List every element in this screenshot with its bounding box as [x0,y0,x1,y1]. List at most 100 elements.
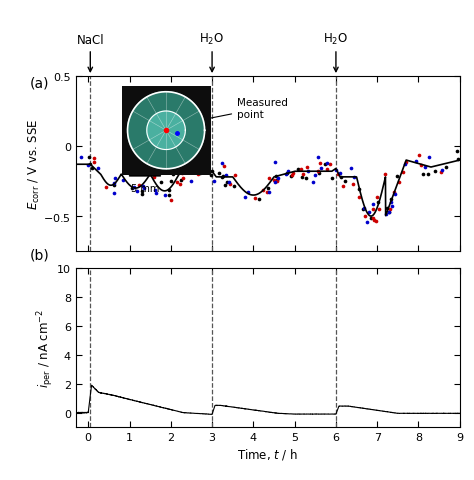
Point [167,178,174,185]
Point [369,201,377,208]
Point [102,184,109,192]
Point [382,171,389,179]
Point [136,182,143,190]
Point [265,174,273,182]
Point [88,165,96,173]
Point [208,171,215,179]
Point [222,172,229,180]
Point [332,167,340,174]
Point [120,165,128,172]
Point [314,154,322,161]
X-axis label: Time, $t$ / h: Time, $t$ / h [237,446,298,461]
Point [304,168,312,176]
Point [225,179,233,186]
Point [162,192,169,199]
Point [178,169,186,177]
Point [221,182,228,190]
Point [218,159,226,167]
Point [365,208,373,216]
Point [438,167,446,175]
Point [218,174,226,182]
Point [205,169,213,177]
Point [180,174,187,182]
Point [270,177,278,184]
Point [150,174,157,181]
Point [374,193,381,201]
Point [388,203,396,210]
Point [419,171,427,179]
Point [385,209,393,216]
Point [399,169,407,177]
Point [198,167,205,175]
Point [85,154,93,162]
Point [187,178,195,185]
Point [138,188,146,195]
Point [425,170,432,178]
Point [216,170,223,178]
Point [347,165,355,172]
Text: H$_2$O: H$_2$O [200,32,225,72]
Point [177,165,184,172]
Point [152,190,159,198]
Point [255,195,263,203]
Point [349,180,357,188]
Y-axis label: $E_{\mathrm{corr}}$ / V vs. SSE: $E_{\mathrm{corr}}$ / V vs. SSE [27,119,42,210]
Point [220,163,228,171]
Point [86,161,94,169]
Point [323,166,331,173]
Point [151,172,158,180]
Point [165,186,173,194]
Point [251,194,259,202]
Point [421,163,429,171]
Point [90,159,98,167]
Point [350,174,358,182]
Point [128,185,136,192]
Point [415,152,422,159]
Point [417,162,425,170]
Point [297,166,305,174]
Point [110,181,118,189]
Point [299,174,306,182]
Text: 5 mm: 5 mm [131,183,159,193]
Point [385,208,392,216]
Point [265,189,273,196]
Point [369,215,376,222]
Point [402,159,410,167]
Point [208,168,215,175]
Point [196,169,204,177]
Point [290,170,297,178]
Point [273,178,281,186]
Point [169,170,177,178]
Text: (b): (b) [30,248,49,262]
Point [454,156,461,164]
Point [271,159,279,167]
Point [425,154,432,162]
Point [401,161,409,169]
Point [326,161,334,169]
Point [437,169,445,177]
Point [259,187,266,194]
Point [287,173,295,180]
Point [359,205,366,213]
Point [264,185,272,192]
Point [271,179,278,187]
Point [197,164,205,172]
Point [272,172,280,180]
Point [315,170,323,178]
Y-axis label: $i_{\mathrm{per}}$ / nA cm$^{-2}$: $i_{\mathrm{per}}$ / nA cm$^{-2}$ [35,308,55,387]
Point [374,199,382,207]
Point [189,163,196,170]
Point [130,184,138,192]
Point [412,158,419,166]
Point [371,217,378,225]
Point [294,166,301,174]
Point [375,205,383,213]
Point [134,188,141,196]
Point [137,161,145,169]
Point [185,168,192,176]
Point [174,170,182,178]
Point [157,179,164,186]
Point [387,199,395,207]
Point [317,164,324,172]
Text: Measured
point: Measured point [180,98,288,126]
